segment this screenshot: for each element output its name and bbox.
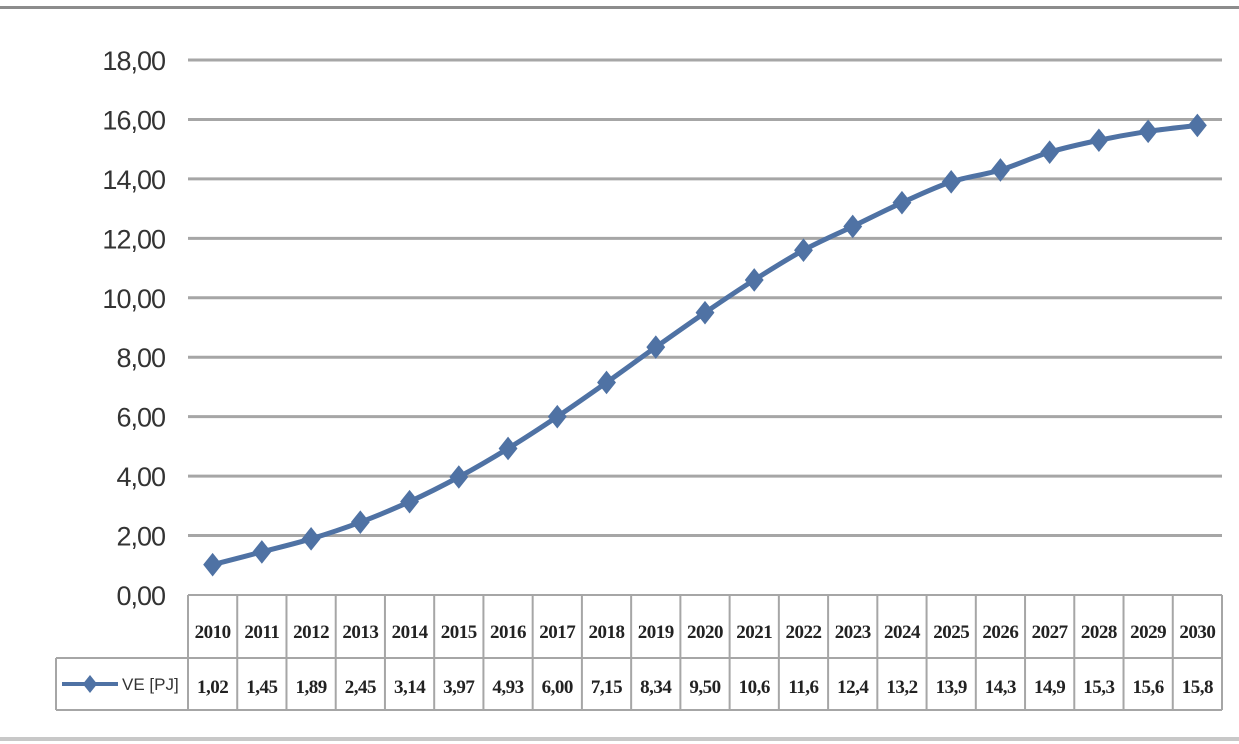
data-table-value: 11,6 — [788, 677, 818, 698]
x-category-label: 2017 — [539, 622, 576, 643]
data-point-marker — [1040, 140, 1060, 164]
y-tick-label: 18,00 — [102, 46, 165, 76]
x-category-label: 2023 — [835, 622, 871, 643]
x-category-label: 2021 — [736, 622, 772, 643]
y-tick-label: 8,00 — [116, 343, 165, 373]
x-category-label: 2020 — [687, 622, 723, 643]
data-point-marker — [1089, 128, 1109, 153]
data-point-marker — [794, 238, 813, 263]
data-table-value: 2,45 — [345, 677, 376, 698]
y-tick-label: 14,00 — [102, 165, 165, 195]
data-table-value: 3,14 — [394, 677, 426, 698]
x-category-label: 2030 — [1179, 622, 1215, 643]
data-table-value: 6,00 — [542, 677, 573, 698]
data-table-value: 14,9 — [1034, 677, 1065, 698]
data-point-marker — [547, 404, 567, 429]
bottom-border — [0, 737, 1239, 741]
series-ve-pj: VE [PJ] — [62, 113, 1207, 694]
data-point-marker — [449, 465, 469, 489]
data-table-value: 13,2 — [886, 677, 917, 698]
data-point-marker — [301, 527, 321, 551]
x-category-label: 2014 — [392, 622, 429, 643]
data-table-value: 7,15 — [591, 677, 622, 698]
data-table-value: 13,9 — [936, 677, 967, 698]
data-point-marker — [1138, 119, 1158, 144]
y-tick-label: 4,00 — [116, 462, 165, 492]
data-point-marker — [203, 552, 223, 577]
legend-label: VE [PJ] — [122, 675, 179, 694]
series-line — [211, 122, 1198, 568]
x-category-label: 2027 — [1032, 622, 1069, 643]
data-point-marker — [744, 268, 764, 292]
y-tick-label: 16,00 — [102, 105, 165, 135]
x-category-label: 2015 — [441, 622, 477, 643]
data-table-value: 10,6 — [739, 677, 770, 698]
data-table-value: 15,8 — [1182, 677, 1213, 698]
data-point-marker — [892, 190, 912, 215]
data-table-value: 15,3 — [1083, 677, 1114, 698]
data-point-marker — [695, 300, 715, 325]
x-category-label: 2012 — [293, 622, 329, 643]
data-point-marker — [350, 510, 370, 534]
data-table: 2010 2011 2012 2013 2014 2015 2016 2017 2018 2019… — [55, 594, 1223, 711]
x-category-label: 2028 — [1081, 622, 1117, 643]
data-point-marker — [498, 436, 518, 461]
data-table-value: 8,34 — [640, 677, 672, 698]
data-point-marker — [990, 158, 1010, 182]
y-tick-label: 6,00 — [116, 403, 165, 433]
data-table-value: 12,4 — [837, 677, 869, 698]
data-table-value: 14,3 — [985, 677, 1016, 698]
data-table-value: 1,45 — [246, 677, 277, 698]
data-point-marker — [252, 540, 272, 564]
y-axis-tick-labels: 0,00 2,00 4,00 6,00 8,00 10,00 12,00 14,00 16,00… — [102, 46, 166, 611]
y-tick-label: 2,00 — [116, 522, 165, 552]
data-point-marker — [843, 214, 863, 239]
data-table-value: 15,6 — [1133, 677, 1164, 698]
x-category-label: 2016 — [490, 622, 526, 643]
data-point-marker — [941, 170, 961, 194]
x-category-label: 2029 — [1130, 622, 1166, 643]
data-point-marker — [597, 370, 616, 395]
data-point-marker — [646, 335, 666, 359]
x-category-label: 2018 — [589, 622, 625, 643]
top-border — [0, 6, 1239, 9]
x-category-label: 2019 — [638, 622, 674, 643]
x-category-label: 2022 — [785, 622, 821, 643]
x-category-label: 2011 — [244, 622, 279, 643]
x-category-label: 2026 — [982, 622, 1018, 643]
x-category-label: 2013 — [342, 622, 378, 643]
data-table-value: 1,02 — [197, 677, 228, 698]
data-table-value: 3,97 — [443, 677, 475, 698]
gridlines — [188, 58, 1222, 538]
y-tick-label: 0,00 — [116, 581, 165, 611]
y-tick-label: 10,00 — [102, 284, 165, 314]
legend-marker — [82, 675, 98, 693]
data-table-value: 1,89 — [295, 677, 326, 698]
data-table-value: 4,93 — [492, 677, 523, 698]
data-point-marker — [1187, 113, 1207, 138]
y-tick-label: 12,00 — [102, 224, 165, 254]
data-point-marker — [400, 489, 420, 514]
data-table-value: 9,50 — [689, 677, 720, 698]
x-category-label: 2025 — [933, 622, 969, 643]
x-category-label: 2024 — [884, 622, 921, 643]
x-category-label: 2010 — [195, 622, 231, 643]
